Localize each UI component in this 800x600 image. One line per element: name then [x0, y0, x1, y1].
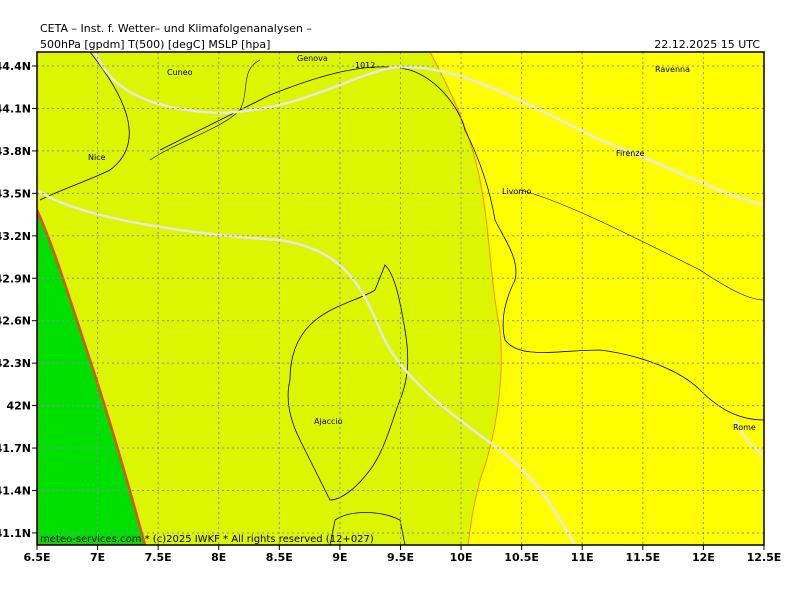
- field-yellowgreen: [37, 52, 502, 545]
- lat-tick-label: 41.7N: [0, 442, 31, 455]
- lon-tick-label: 12.5E: [747, 551, 782, 564]
- coastline: [39, 52, 764, 421]
- isobar: [37, 188, 577, 545]
- map-area: 1012 Cuneo Genova Nice Livorno Firenze R…: [37, 52, 764, 545]
- place-label: Cuneo: [167, 68, 193, 77]
- lat-tick-label: 43.2N: [0, 230, 31, 243]
- field-green: [37, 209, 147, 545]
- graticule: [37, 52, 764, 545]
- isobar: [93, 52, 764, 207]
- footer: meteo-services.com * (c)2025 IWKF * All …: [40, 534, 374, 545]
- lat-tick-label: 42N: [6, 400, 31, 413]
- place-label: Rome: [733, 423, 756, 432]
- lat-tick-label: 43.8N: [0, 145, 31, 158]
- place-label: Livorno: [502, 187, 532, 196]
- lat-tick-label: 42.6N: [0, 315, 31, 328]
- borders: [149, 59, 764, 301]
- header-title: CETA – Inst. f. Wetter– und Klimafolgena…: [40, 22, 312, 35]
- valid-time: 22.12.2025 15 UTC: [654, 38, 760, 51]
- lon-tick-label: 11E: [571, 551, 594, 564]
- isobar: [733, 419, 764, 457]
- lat-tick-label: 44.4N: [0, 60, 31, 73]
- lat-tick-label: 42.9N: [0, 272, 31, 285]
- lon-tick-label: 8.5E: [266, 551, 293, 564]
- corsica: [287, 264, 409, 501]
- lat-tick-label: 41.4N: [0, 485, 31, 498]
- place-label: Genova: [297, 54, 328, 63]
- place-label: Firenze: [616, 149, 645, 158]
- lat-tick-label: 42.3N: [0, 357, 31, 370]
- lon-tick-label: 6.5E: [23, 551, 50, 564]
- isobar-label: 1012: [355, 61, 375, 70]
- place-label: Ravenna: [655, 65, 690, 74]
- lon-tick-label: 7E: [90, 551, 105, 564]
- lon-tick-label: 11.5E: [625, 551, 660, 564]
- sardinia: [329, 512, 406, 545]
- lon-tick-label: 7.5E: [145, 551, 172, 564]
- lon-tick-label: 12E: [692, 551, 715, 564]
- lat-tick-label: 43.5N: [0, 187, 31, 200]
- lon-tick-label: 9E: [332, 551, 347, 564]
- lat-tick-label: 41.1N: [0, 527, 31, 540]
- lon-tick-label: 10E: [450, 551, 473, 564]
- place-label: Ajaccio: [314, 417, 343, 426]
- lon-tick-label: 9.5E: [387, 551, 414, 564]
- lon-tick-label: 8E: [211, 551, 226, 564]
- axis-labels: 44.4N 44.1N 43.8N 43.5N 43.2N 42.9N 42.6N 42.3N…: [0, 60, 781, 564]
- lat-tick-label: 44.1N: [0, 102, 31, 115]
- place-label: Nice: [88, 153, 106, 162]
- product-label: 500hPa [gpdm] T(500) [degC] MSLP [hpa]: [40, 38, 270, 51]
- lon-tick-label: 10.5E: [504, 551, 539, 564]
